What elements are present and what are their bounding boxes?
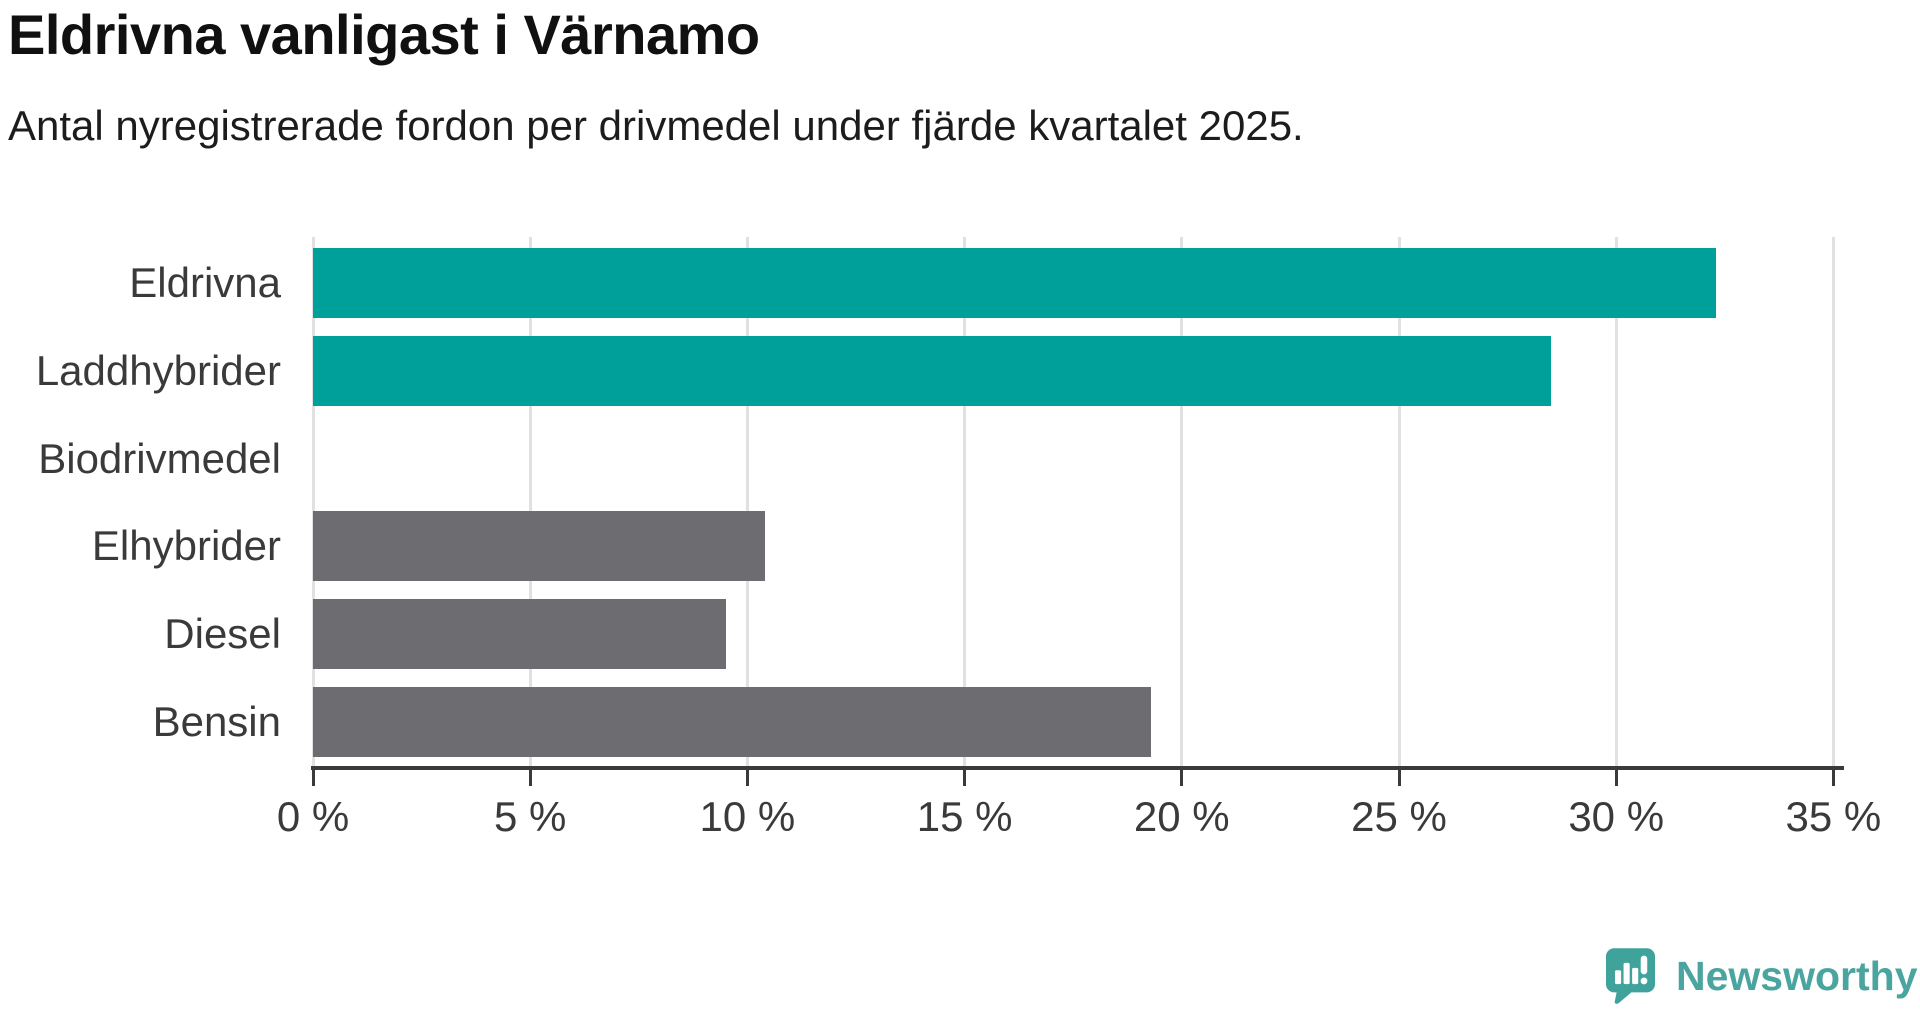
x-axis-tick-label: 10 % (699, 793, 796, 840)
category-label-biodrivmedel: Biodrivmedel (38, 434, 281, 482)
gridline-15 (963, 237, 967, 766)
bar-laddhybrider (313, 335, 1552, 406)
x-axis-tick-label: 15 % (916, 793, 1013, 840)
gridline-25 (1397, 237, 1401, 766)
x-axis-tick-0 (311, 770, 315, 786)
chart-title: Eldrivna vanligast i Värnamo (8, 3, 760, 66)
category-label-diesel: Diesel (164, 610, 281, 658)
category-label-elhybrider: Elhybrider (91, 522, 281, 570)
x-axis-tick-label: 20 % (1133, 793, 1230, 840)
x-axis-tick-label: 25 % (1351, 793, 1447, 840)
bar-bensin (313, 687, 1152, 757)
category-label-bensin: Bensin (152, 698, 281, 745)
bar-diesel (313, 599, 726, 670)
x-axis-tick-20 (1180, 770, 1184, 786)
newsworthy-logo: Newsworthy (1606, 948, 1918, 1004)
chart-subtitle: Antal nyregistrerade fordon per drivmede… (8, 102, 1304, 149)
gridline-0 (311, 237, 315, 766)
x-axis-line (311, 766, 1845, 770)
x-axis-tick-label: 0 % (276, 793, 350, 840)
gridline-20 (1180, 237, 1184, 766)
x-axis-tick-15 (963, 770, 967, 786)
bar-eldrivna (313, 248, 1717, 318)
category-label-laddhybrider: Laddhybrider (35, 346, 281, 394)
newsworthy-logo-text: Newsworthy (1676, 952, 1918, 999)
newsworthy-bubble-icon (1606, 948, 1655, 1004)
x-axis-tick-5 (528, 770, 532, 786)
bar-elhybrider (313, 511, 765, 582)
category-label-eldrivna: Eldrivna (129, 259, 281, 306)
gridline-30 (1614, 237, 1618, 766)
gridline-5 (528, 237, 532, 766)
x-axis-tick-10 (745, 770, 749, 786)
x-axis-tick-label: 5 % (494, 793, 567, 840)
x-axis-tick-label: 35 % (1785, 793, 1882, 840)
x-axis-tick-35 (1831, 770, 1835, 786)
x-axis-tick-label: 30 % (1568, 793, 1665, 840)
x-axis-tick-25 (1397, 770, 1401, 786)
x-axis-tick-30 (1614, 770, 1618, 786)
gridline-10 (745, 237, 749, 766)
gridline-35 (1831, 237, 1835, 766)
